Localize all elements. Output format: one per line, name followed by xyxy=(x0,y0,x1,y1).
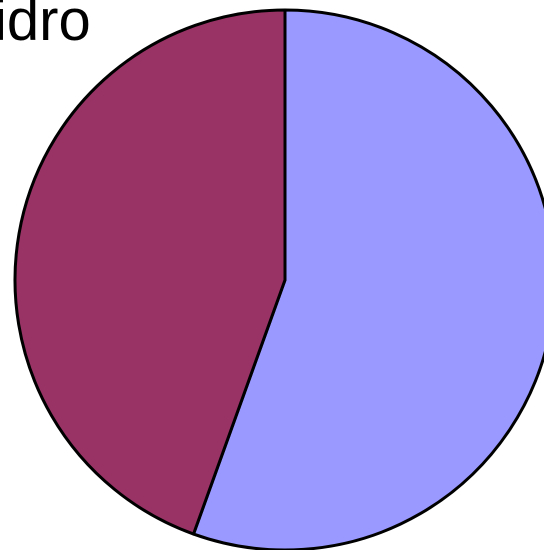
pie-slice-1 xyxy=(192,8,544,550)
chart-title: idro xyxy=(0,0,91,53)
pie-slice-2 xyxy=(13,8,287,536)
